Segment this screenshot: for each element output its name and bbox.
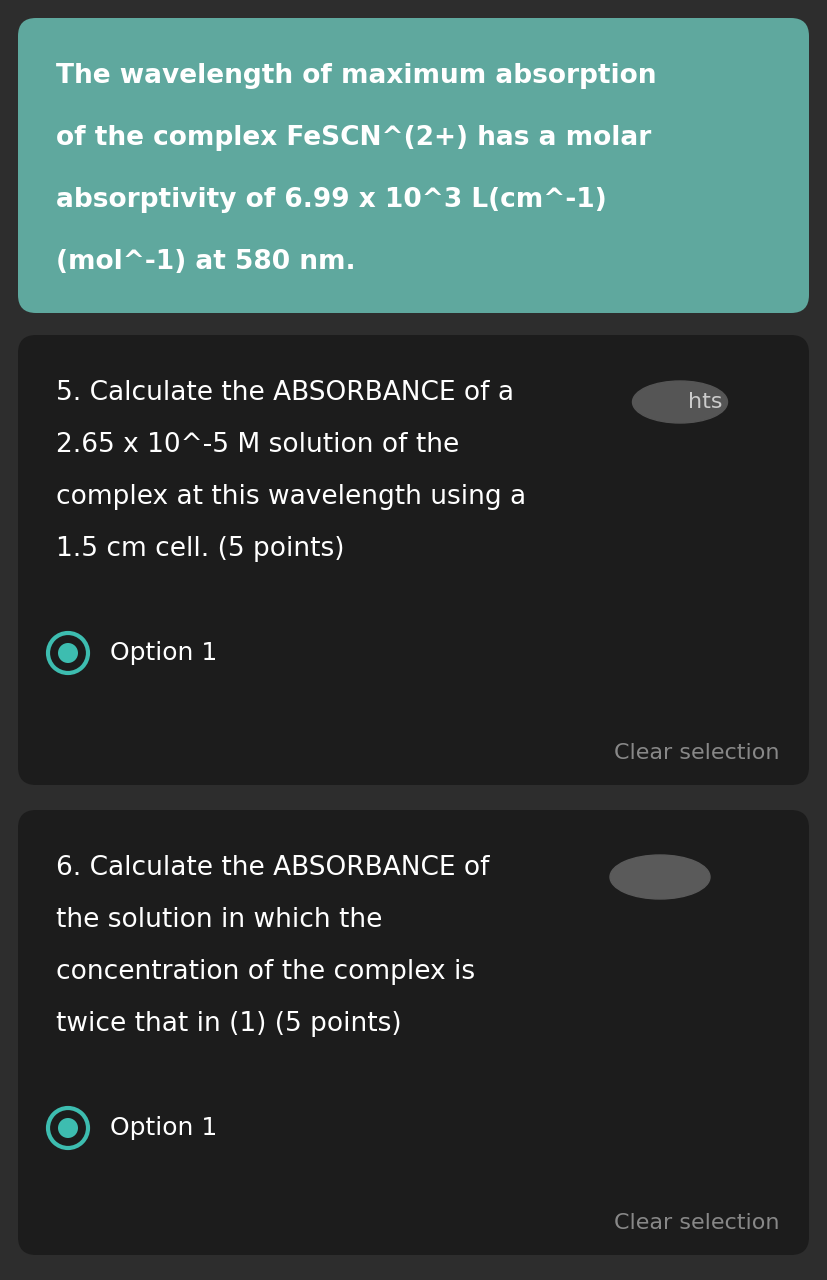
Text: complex at this wavelength using a: complex at this wavelength using a	[56, 484, 526, 509]
Text: Clear selection: Clear selection	[614, 742, 779, 763]
Text: hts: hts	[688, 392, 722, 412]
Text: 1.5 cm cell. (5 points): 1.5 cm cell. (5 points)	[56, 536, 345, 562]
Text: of the complex FeSCN^(2+) has a molar: of the complex FeSCN^(2+) has a molar	[56, 125, 651, 151]
Text: twice that in (1) (5 points): twice that in (1) (5 points)	[56, 1011, 402, 1037]
Text: 5. Calculate the ABSORBANCE of a: 5. Calculate the ABSORBANCE of a	[56, 380, 514, 406]
Text: (mol^-1) at 580 nm.: (mol^-1) at 580 nm.	[56, 250, 356, 275]
Text: Option 1: Option 1	[110, 1116, 218, 1140]
FancyBboxPatch shape	[18, 335, 809, 785]
Text: The wavelength of maximum absorption: The wavelength of maximum absorption	[56, 63, 657, 90]
Text: Clear selection: Clear selection	[614, 1213, 779, 1233]
Ellipse shape	[633, 381, 728, 422]
Text: 6. Calculate the ABSORBANCE of: 6. Calculate the ABSORBANCE of	[56, 855, 490, 881]
Text: 2.65 x 10^-5 M solution of the: 2.65 x 10^-5 M solution of the	[56, 431, 459, 458]
Circle shape	[58, 643, 78, 663]
Text: concentration of the complex is: concentration of the complex is	[56, 959, 476, 986]
Circle shape	[58, 1117, 78, 1138]
Text: Option 1: Option 1	[110, 641, 218, 666]
Text: the solution in which the: the solution in which the	[56, 908, 382, 933]
Text: absorptivity of 6.99 x 10^3 L(cm^-1): absorptivity of 6.99 x 10^3 L(cm^-1)	[56, 187, 607, 212]
FancyBboxPatch shape	[18, 810, 809, 1254]
Ellipse shape	[610, 855, 710, 899]
FancyBboxPatch shape	[18, 18, 809, 314]
